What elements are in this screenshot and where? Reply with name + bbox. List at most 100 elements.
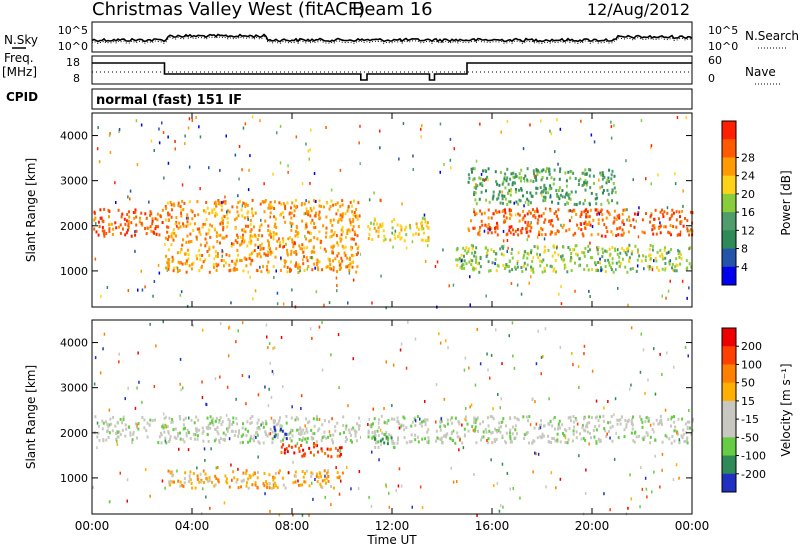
data-cell [532, 270, 535, 274]
data-cell [134, 422, 137, 426]
data-cell [328, 207, 331, 211]
data-cell [300, 444, 303, 447]
data-cell [506, 471, 509, 475]
data-cell [383, 441, 386, 445]
data-cell [540, 355, 543, 359]
data-cell [308, 239, 311, 243]
data-cell [674, 182, 677, 186]
data-cell [301, 243, 304, 247]
data-cell [121, 227, 124, 231]
data-cell [119, 231, 122, 235]
data-cell [679, 230, 682, 234]
data-cell [469, 275, 471, 279]
data-cell [323, 247, 326, 251]
data-cell [290, 216, 293, 220]
data-cell [238, 429, 240, 433]
data-cell [177, 260, 180, 264]
data-cell [541, 193, 543, 197]
data-cell [614, 247, 617, 251]
data-cell [220, 220, 223, 224]
data-cell [573, 248, 576, 252]
data-cell [187, 480, 190, 484]
data-cell [536, 235, 539, 239]
data-cell [137, 288, 139, 292]
data-cell [554, 427, 556, 431]
data-cell [517, 202, 520, 206]
data-cell [240, 485, 242, 489]
data-cell [218, 420, 221, 424]
data-cell [630, 497, 632, 501]
data-cell [469, 303, 471, 307]
data-cell [652, 232, 655, 236]
data-cell [642, 348, 645, 352]
data-cell [290, 439, 293, 443]
data-cell [628, 256, 631, 260]
data-cell [603, 175, 606, 179]
data-cell [549, 222, 552, 226]
data-cell [216, 255, 219, 258]
data-cell [188, 200, 191, 204]
data-cell [210, 447, 212, 451]
data-cell [482, 178, 485, 182]
data-cell [538, 230, 541, 234]
data-cell [597, 245, 600, 249]
data-cell [185, 259, 188, 263]
data-cell [164, 218, 167, 222]
data-cell [285, 437, 288, 441]
data-cell [554, 251, 556, 255]
data-cell [293, 250, 296, 254]
data-cell [647, 419, 650, 423]
data-cell [512, 175, 515, 179]
data-cell [420, 238, 423, 242]
data-cell [185, 432, 188, 435]
data-cell [183, 201, 186, 205]
data-cell [341, 225, 344, 229]
data-cell [166, 225, 168, 229]
data-cell [334, 446, 337, 450]
data-cell [589, 223, 592, 227]
data-cell [521, 218, 524, 222]
data-cell [505, 216, 508, 220]
data-cell [327, 474, 330, 478]
data-cell [644, 255, 647, 259]
data-cell [501, 462, 504, 466]
data-cell [491, 415, 494, 419]
data-cell [586, 180, 589, 184]
data-cell [688, 247, 691, 251]
data-cell [381, 431, 384, 435]
data-cell [465, 407, 467, 410]
data-cell [554, 150, 556, 154]
data-cell [289, 431, 292, 435]
data-cell [611, 169, 614, 173]
data-cell [554, 259, 557, 263]
data-cell [170, 420, 173, 424]
data-cell [482, 169, 484, 173]
data-cell [240, 242, 243, 246]
data-cell [161, 479, 164, 483]
data-cell [222, 221, 224, 225]
data-cell [526, 212, 529, 216]
data-cell [576, 223, 579, 227]
cpid-value: normal (fast) 151 IF [96, 93, 242, 108]
data-cell [540, 214, 543, 218]
data-cell [225, 212, 228, 216]
data-cell [276, 435, 279, 439]
data-cell [262, 482, 265, 486]
data-cell [474, 191, 477, 195]
data-cell [108, 227, 111, 231]
data-cell [388, 505, 391, 509]
data-cell [675, 218, 678, 222]
data-cell [535, 186, 538, 190]
data-cell [419, 417, 421, 421]
data-cell [405, 366, 408, 370]
data-cell [544, 186, 547, 190]
data-cell [522, 147, 525, 151]
data-cell [493, 484, 495, 488]
data-cell [170, 234, 173, 238]
data-cell [332, 244, 335, 248]
data-cell [526, 223, 529, 227]
data-cell [637, 212, 639, 216]
data-cell [392, 363, 395, 367]
data-cell [303, 246, 306, 250]
data-cell [237, 434, 240, 438]
